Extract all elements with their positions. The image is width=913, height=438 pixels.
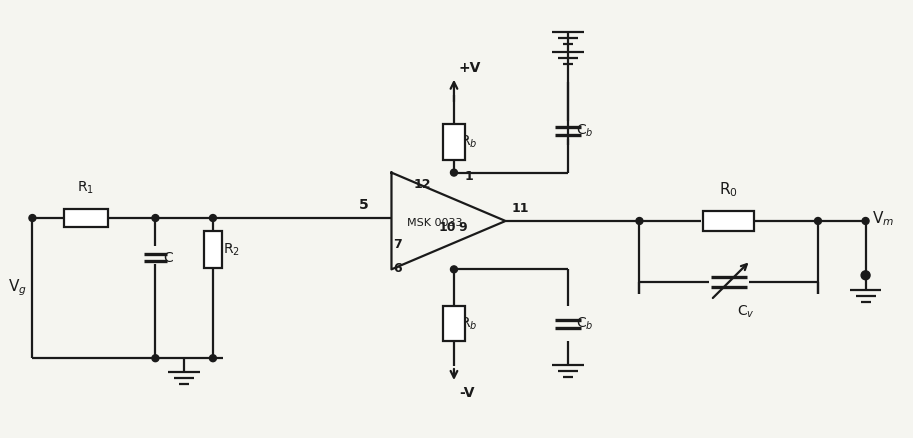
Circle shape <box>862 218 869 224</box>
Text: MSK 0033: MSK 0033 <box>407 218 463 228</box>
Text: 10: 10 <box>438 221 456 234</box>
Text: R$_b$: R$_b$ <box>460 315 477 332</box>
Circle shape <box>814 218 822 224</box>
Circle shape <box>636 218 643 224</box>
Bar <box>443 306 465 342</box>
Text: 5: 5 <box>359 198 369 212</box>
Text: 6: 6 <box>394 262 402 276</box>
Circle shape <box>29 215 36 222</box>
Text: R$_2$: R$_2$ <box>223 241 240 258</box>
Circle shape <box>861 271 870 280</box>
Circle shape <box>152 355 159 362</box>
Text: V$_g$: V$_g$ <box>7 278 26 298</box>
Text: V$_m$: V$_m$ <box>872 210 894 228</box>
Text: R$_1$: R$_1$ <box>78 180 94 196</box>
Text: C$_b$: C$_b$ <box>576 123 593 139</box>
Circle shape <box>450 266 457 273</box>
Circle shape <box>152 215 159 222</box>
Text: 11: 11 <box>511 202 529 215</box>
Bar <box>443 124 465 160</box>
Text: C: C <box>163 251 173 265</box>
Text: 9: 9 <box>458 221 467 234</box>
Text: -V: -V <box>459 386 475 400</box>
Bar <box>703 211 754 231</box>
Text: R$_b$: R$_b$ <box>460 134 477 150</box>
Text: 1: 1 <box>465 170 474 184</box>
Text: +V: +V <box>459 61 481 75</box>
Circle shape <box>209 355 216 362</box>
Text: C$_v$: C$_v$ <box>737 304 754 320</box>
Bar <box>64 209 108 227</box>
Text: 7: 7 <box>394 238 403 251</box>
Circle shape <box>450 169 457 176</box>
Bar <box>204 231 222 268</box>
Text: 12: 12 <box>414 178 431 191</box>
Text: C$_b$: C$_b$ <box>576 315 593 332</box>
Text: R$_0$: R$_0$ <box>719 180 738 199</box>
Circle shape <box>209 215 216 222</box>
